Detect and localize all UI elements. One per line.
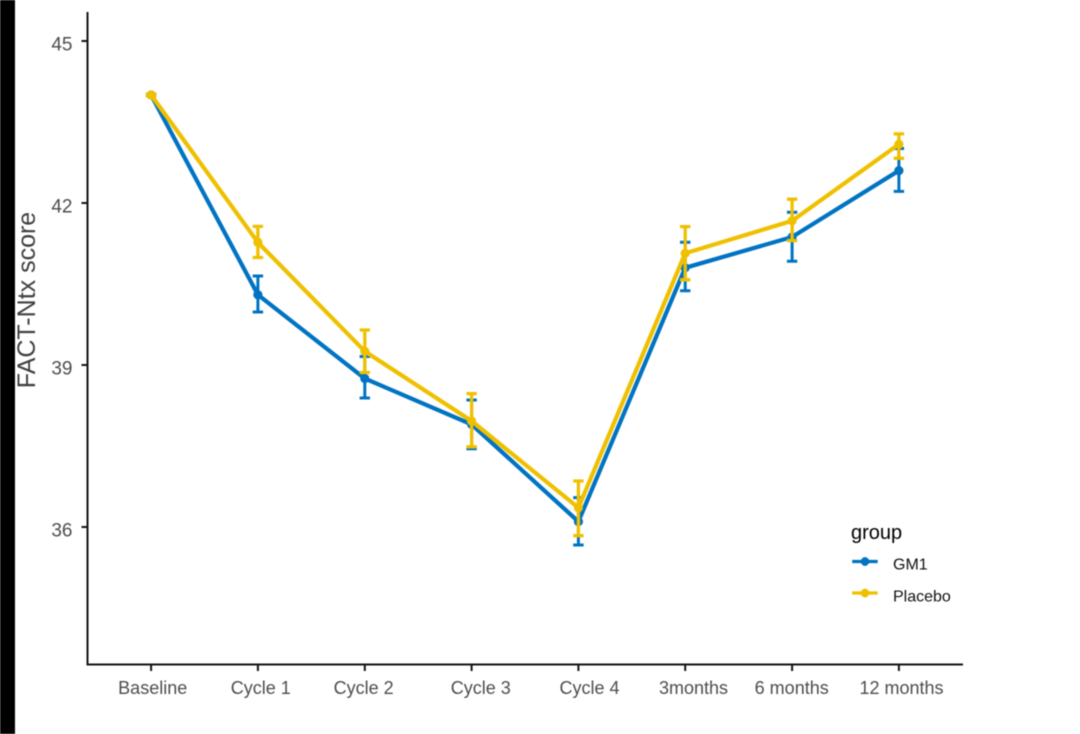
- svg-text:Cycle 4: Cycle 4: [559, 678, 619, 698]
- svg-text:42: 42: [51, 197, 72, 218]
- svg-text:Placebo: Placebo: [893, 589, 951, 606]
- svg-text:3months: 3months: [659, 678, 728, 698]
- svg-text:Cycle 1: Cycle 1: [231, 678, 291, 698]
- svg-text:Cycle 2: Cycle 2: [334, 678, 394, 698]
- svg-text:GM1: GM1: [893, 557, 928, 574]
- svg-text:6 months: 6 months: [755, 678, 829, 698]
- svg-text:45: 45: [51, 35, 72, 56]
- svg-text:Cycle 3: Cycle 3: [451, 678, 511, 698]
- svg-text:FACT-Ntx score: FACT-Ntx score: [13, 212, 41, 388]
- svg-text:39: 39: [51, 359, 72, 380]
- svg-text:12 months: 12 months: [859, 678, 943, 698]
- svg-text:Baseline: Baseline: [118, 678, 187, 698]
- svg-text:36: 36: [51, 521, 72, 542]
- svg-text:group: group: [851, 522, 902, 544]
